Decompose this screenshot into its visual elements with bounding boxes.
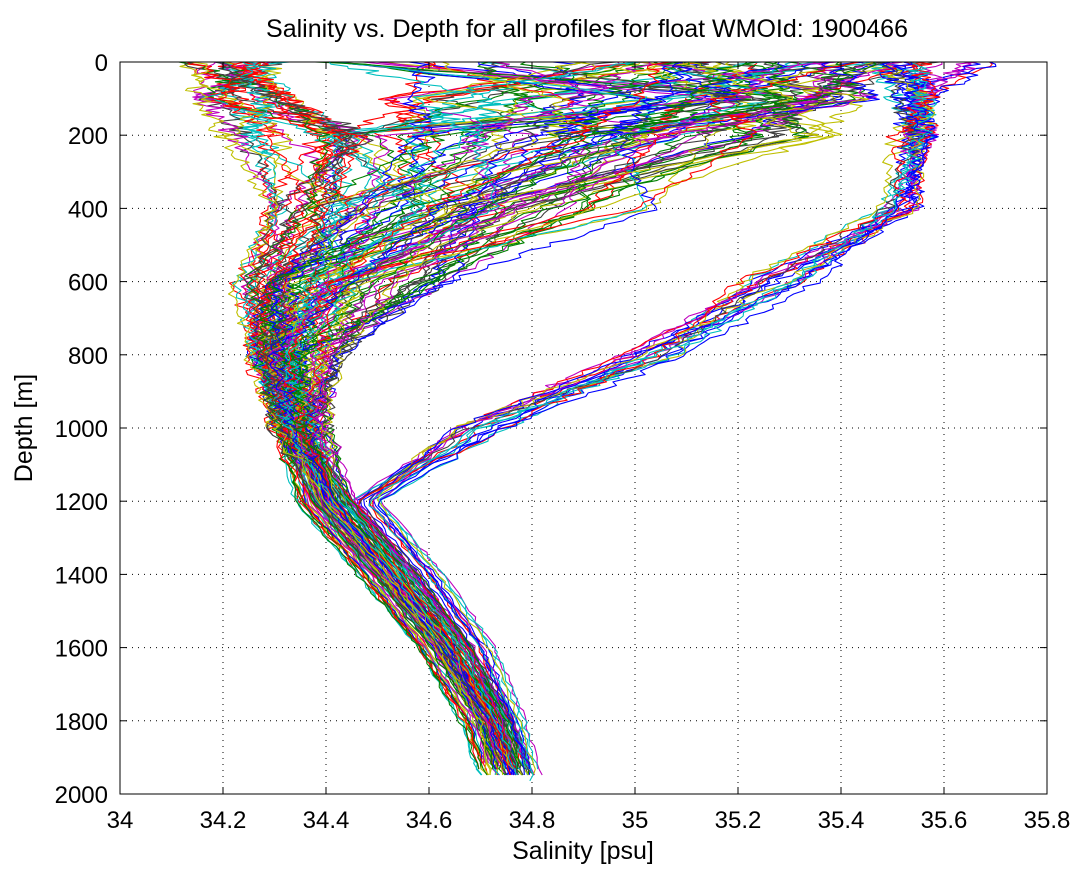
profile-line — [268, 62, 605, 764]
x-tick-label: 35.8 — [1024, 807, 1071, 834]
profile-line — [283, 62, 651, 764]
x-tick-label: 35.6 — [921, 807, 968, 834]
profile-line — [311, 62, 800, 764]
y-tick-label: 200 — [68, 123, 108, 150]
series-layer — [178, 62, 997, 782]
profile-line — [305, 62, 880, 776]
profile-line — [289, 62, 834, 764]
profile-line — [377, 62, 939, 770]
profile-line — [357, 62, 936, 770]
x-tick-label: 34.4 — [303, 807, 350, 834]
profile-line — [368, 62, 939, 776]
y-tick-label: 1400 — [55, 562, 108, 589]
profile-line — [285, 62, 642, 770]
profile-line — [306, 62, 860, 764]
profile-line — [252, 62, 877, 770]
y-tick-label: 1800 — [55, 709, 108, 736]
y-tick-label: 1200 — [55, 489, 108, 516]
profile-line — [185, 62, 492, 776]
y-tick-label: 1600 — [55, 636, 108, 663]
y-tick-label: 1000 — [55, 416, 108, 443]
profile-line — [268, 62, 858, 764]
profile-line — [184, 62, 508, 776]
y-axis-label: Depth [m] — [10, 374, 38, 482]
y-tick-label: 2000 — [55, 782, 108, 809]
profile-line — [368, 62, 933, 782]
x-tick-label: 34.2 — [200, 807, 247, 834]
profile-line — [290, 62, 809, 770]
profile-line — [267, 62, 693, 770]
x-tick-label: 34.8 — [509, 807, 556, 834]
profile-line — [284, 62, 672, 776]
y-tick-label: 800 — [68, 343, 108, 370]
x-tick-label: 35 — [622, 807, 649, 834]
profile-line — [178, 62, 480, 770]
profile-line — [199, 62, 482, 776]
profile-line — [320, 62, 834, 776]
profile-line — [287, 62, 648, 770]
tick-layer — [119, 61, 1048, 795]
y-tick-labels: 0 200 400 600 800 1000 1200 1400 1600 1800 2000 — [55, 50, 108, 809]
profile-line — [319, 62, 869, 770]
y-tick-label: 0 — [95, 50, 108, 77]
profile-line — [292, 62, 748, 770]
profile-line — [294, 62, 887, 776]
profile-line — [290, 62, 795, 776]
chart-title: Salinity vs. Depth for all profiles for … — [266, 15, 908, 43]
profile-line — [313, 62, 903, 764]
x-tick-label: 34.6 — [406, 807, 453, 834]
x-tick-label: 35.2 — [715, 807, 762, 834]
profile-line — [280, 62, 517, 776]
x-axis-label: Salinity [psu] — [512, 837, 654, 865]
x-tick-label: 35.4 — [818, 807, 865, 834]
y-tick-label: 400 — [68, 196, 108, 223]
y-tick-label: 600 — [68, 270, 108, 297]
profile-line — [307, 62, 873, 764]
profile-line — [294, 62, 787, 776]
profile-line — [261, 62, 626, 764]
x-tick-labels: 34 34.2 34.4 34.6 34.8 35 35.2 35.4 35.6 35.8 — [107, 807, 1071, 834]
x-tick-label: 34 — [107, 807, 134, 834]
profile-line — [221, 62, 519, 776]
